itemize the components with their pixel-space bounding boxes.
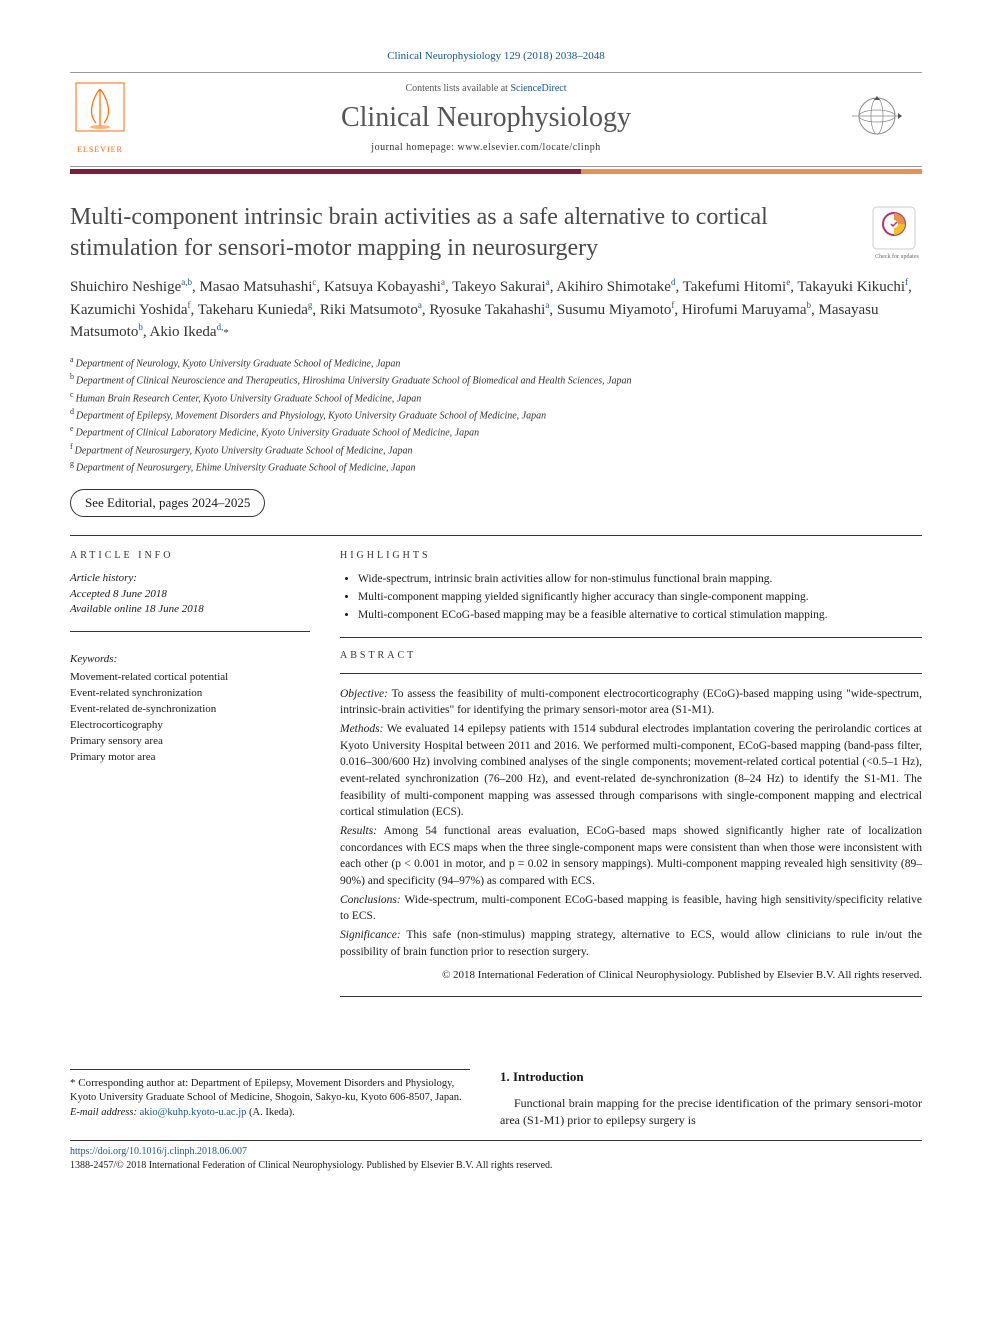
article-info-heading: ARTICLE INFO (70, 550, 310, 561)
keyword-item: Primary sensory area (70, 734, 310, 750)
affiliations-list: aDepartment of Neurology, Kyoto Universi… (70, 354, 922, 475)
sciencedirect-link[interactable]: ScienceDirect (510, 83, 566, 94)
highlight-item: Multi-component ECoG-based mapping may b… (358, 607, 922, 625)
intro-heading: 1. Introduction (500, 1069, 922, 1085)
citation-line: Clinical Neurophysiology 129 (2018) 2038… (70, 50, 922, 62)
objective-label: Objective: (340, 688, 388, 700)
online-date: Available online 18 June 2018 (70, 603, 204, 615)
history-label: Article history: (70, 572, 137, 584)
issn-copyright: 1388-2457/© 2018 International Federatio… (70, 1160, 553, 1171)
affiliation-item: gDepartment of Neurosurgery, Ehime Unive… (70, 458, 922, 475)
keywords-label: Keywords: (70, 652, 310, 668)
doi-link[interactable]: https://doi.org/10.1016/j.clinph.2018.06… (70, 1146, 247, 1157)
methods-label: Methods: (340, 723, 383, 735)
check-updates-badge[interactable]: Check for updates (872, 206, 922, 260)
color-bar (70, 169, 922, 174)
divider (70, 535, 922, 536)
conclusions-label: Conclusions: (340, 894, 401, 906)
elsevier-logo: ELSEVIER (70, 81, 130, 154)
contents-prefix: Contents lists available at (405, 83, 510, 94)
page-footer: https://doi.org/10.1016/j.clinph.2018.06… (70, 1140, 922, 1173)
accepted-date: Accepted 8 June 2018 (70, 588, 167, 600)
affiliation-item: fDepartment of Neurosurgery, Kyoto Unive… (70, 441, 922, 458)
results-text: Among 54 functional areas evaluation, EC… (340, 825, 922, 887)
journal-homepage: journal homepage: www.elsevier.com/locat… (130, 142, 842, 153)
article-title: Multi-component intrinsic brain activiti… (70, 202, 852, 264)
affiliation-item: bDepartment of Clinical Neuroscience and… (70, 371, 922, 388)
affiliation-item: eDepartment of Clinical Laboratory Medic… (70, 423, 922, 440)
email-label: E-mail address: (70, 1107, 137, 1118)
results-label: Results: (340, 825, 377, 837)
editorial-note[interactable]: See Editorial, pages 2024–2025 (70, 489, 265, 517)
affiliation-item: aDepartment of Neurology, Kyoto Universi… (70, 354, 922, 371)
homepage-prefix: journal homepage: (371, 142, 457, 153)
contents-available: Contents lists available at ScienceDirec… (130, 83, 842, 94)
affiliation-item: cHuman Brain Research Center, Kyoto Univ… (70, 389, 922, 406)
significance-label: Significance: (340, 929, 401, 941)
highlights-heading: HIGHLIGHTS (340, 550, 922, 561)
check-updates-label: Check for updates (872, 254, 922, 260)
corresponding-author: * Corresponding author at: Department of… (70, 1069, 470, 1130)
homepage-url[interactable]: www.elsevier.com/locate/clinph (458, 142, 601, 153)
email-name: (A. Ikeda). (246, 1107, 294, 1118)
email-link[interactable]: akio@kuhp.kyoto-u.ac.jp (137, 1107, 246, 1118)
abstract-copyright: © 2018 International Federation of Clini… (340, 968, 922, 983)
significance-text: This safe (non-stimulus) mapping strateg… (340, 929, 922, 958)
thin-divider (340, 996, 922, 997)
highlight-item: Multi-component mapping yielded signific… (358, 589, 922, 607)
intro-paragraph: Functional brain mapping for the precise… (500, 1095, 922, 1130)
keyword-item: Electrocorticography (70, 718, 310, 734)
thin-divider (340, 673, 922, 674)
thin-divider (340, 637, 922, 638)
elsevier-tree-icon (74, 81, 126, 141)
publisher-label: ELSEVIER (70, 145, 130, 154)
journal-name: Clinical Neurophysiology (130, 102, 842, 134)
keyword-item: Event-related synchronization (70, 686, 310, 702)
keyword-item: Movement-related cortical potential (70, 670, 310, 686)
methods-text: We evaluated 14 epilepsy patients with 1… (340, 723, 922, 818)
highlight-item: Wide-spectrum, intrinsic brain activitie… (358, 571, 922, 589)
affiliation-item: dDepartment of Epilepsy, Movement Disord… (70, 406, 922, 423)
keyword-item: Event-related de-synchronization (70, 702, 310, 718)
abstract-body: Objective: To assess the feasibility of … (340, 686, 922, 984)
conclusions-text: Wide-spectrum, multi-component ECoG-base… (340, 894, 922, 923)
article-history: Article history: Accepted 8 June 2018 Av… (70, 571, 310, 632)
keyword-item: Primary motor area (70, 750, 310, 766)
objective-text: To assess the feasibility of multi-compo… (340, 688, 922, 717)
journal-cover-icon (842, 91, 922, 145)
corr-label: * Corresponding author at: (70, 1077, 188, 1089)
highlights-list: Wide-spectrum, intrinsic brain activitie… (340, 571, 922, 624)
author-list: Shuichiro Neshigea,b, Masao Matsuhashic,… (70, 276, 922, 344)
journal-header: ELSEVIER Contents lists available at Sci… (70, 72, 922, 167)
abstract-heading: ABSTRACT (340, 650, 922, 661)
keywords-block: Keywords: Movement-related cortical pote… (70, 652, 310, 766)
